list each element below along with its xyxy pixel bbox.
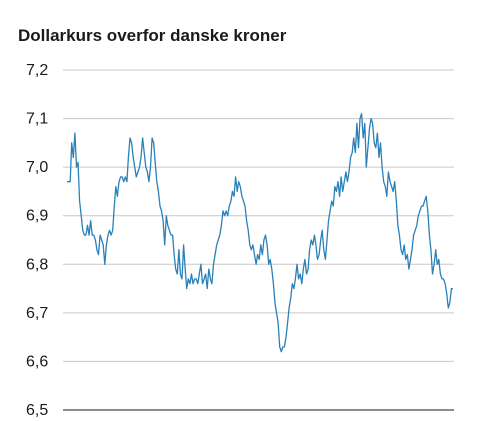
y-tick-label: 6,8 <box>26 256 48 273</box>
y-tick-label: 7,1 <box>26 111 48 128</box>
chart-title: Dollarkurs overfor danske kroner <box>18 26 287 45</box>
gridlines <box>63 69 454 411</box>
y-tick-label: 7,0 <box>26 159 48 176</box>
series-line <box>67 113 453 353</box>
y-tick-label: 7,2 <box>26 62 48 79</box>
plot-area <box>67 113 453 353</box>
y-tick-label: 6,5 <box>26 402 48 419</box>
y-axis-tick-labels: 7,2 7,1 7,0 6,9 6,8 6,7 6,6 6,5 <box>26 62 48 419</box>
y-tick-label: 6,7 <box>26 305 48 322</box>
y-tick-label: 6,9 <box>26 208 48 225</box>
y-tick-label: 6,6 <box>26 353 48 370</box>
